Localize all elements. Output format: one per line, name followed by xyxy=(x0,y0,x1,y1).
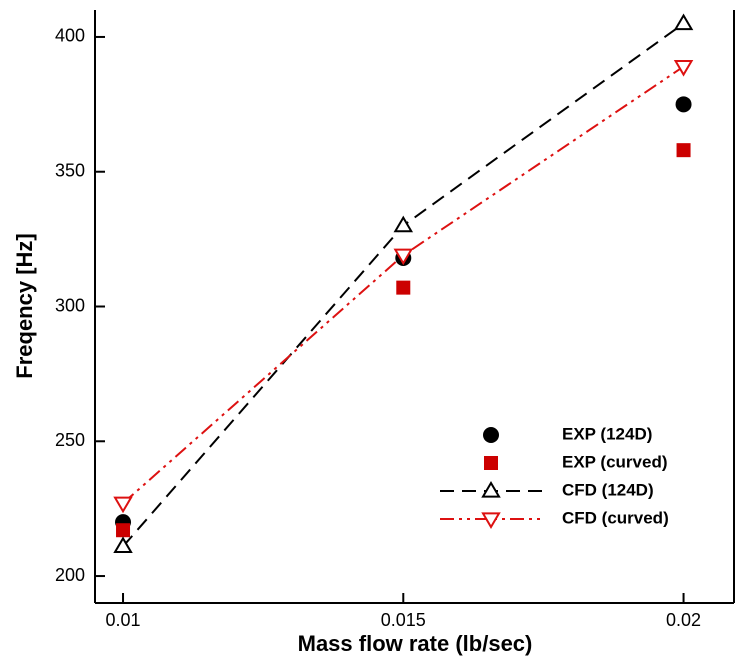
x-tick-label: 0.01 xyxy=(106,610,141,630)
legend-marker xyxy=(481,481,501,498)
data-point xyxy=(116,523,131,538)
data-point xyxy=(676,143,691,158)
series-line xyxy=(122,65,685,505)
y-axis-label: Freqency [Hz] xyxy=(12,233,37,378)
y-tick-label: 400 xyxy=(55,26,85,46)
legend-marker xyxy=(481,512,501,529)
legend-marker xyxy=(484,456,498,470)
legend-label: CFD (curved) xyxy=(562,508,669,527)
legend-label: EXP (curved) xyxy=(562,452,668,471)
y-tick-label: 300 xyxy=(55,295,85,315)
data-point xyxy=(675,96,692,113)
legend-marker xyxy=(483,427,499,443)
data-point xyxy=(113,496,133,514)
data-point xyxy=(396,280,411,295)
data-point xyxy=(393,248,414,266)
data-point xyxy=(393,215,414,233)
data-point xyxy=(673,60,694,77)
x-axis-label: Mass flow rate (lb/sec) xyxy=(298,631,533,656)
data-point xyxy=(673,13,694,31)
y-tick-label: 250 xyxy=(55,430,85,450)
data-point xyxy=(113,536,133,553)
legend-label: CFD (124D) xyxy=(562,480,654,499)
y-tick-label: 350 xyxy=(55,160,85,180)
legend-label: EXP (124D) xyxy=(562,424,652,443)
y-tick-label: 200 xyxy=(55,565,85,585)
x-tick-label: 0.02 xyxy=(666,610,701,630)
x-tick-label: 0.015 xyxy=(381,610,426,630)
